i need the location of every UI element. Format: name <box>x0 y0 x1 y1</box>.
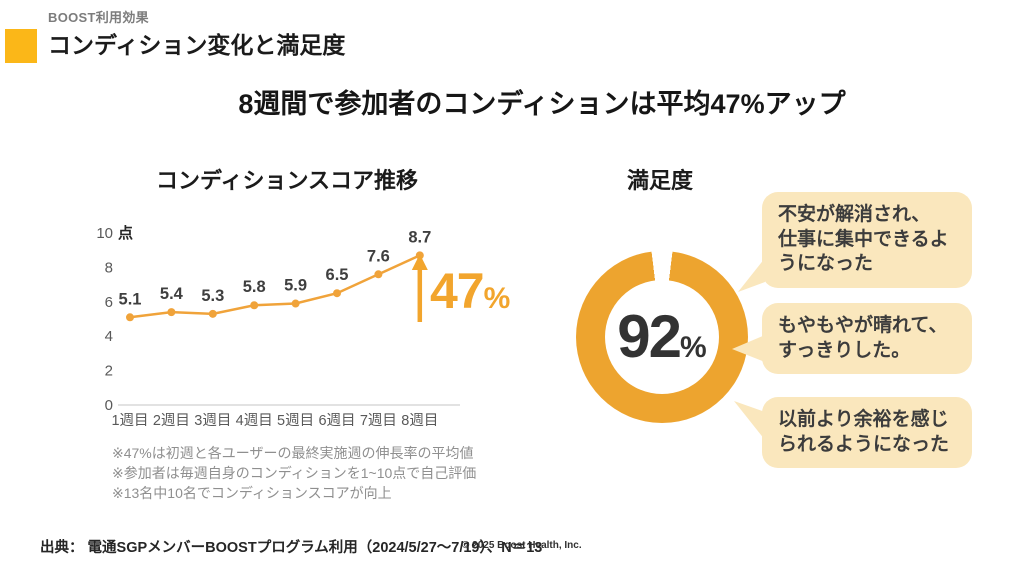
footnote-line: ※13名中10名でコンディションスコアが向上 <box>112 485 392 502</box>
y-tick-label: 0 <box>105 397 113 414</box>
bubble-tail-icon <box>734 401 765 440</box>
data-point <box>374 270 383 279</box>
x-tick-label: 2週目 <box>153 412 190 429</box>
data-point <box>208 309 217 318</box>
x-tick-label: 6週目 <box>318 412 355 429</box>
y-tick-label: 4 <box>105 328 113 345</box>
satisfaction-donut-chart: 92% <box>576 251 748 423</box>
source-citation: 出典： 電通SGPメンバーBOOSTプログラム利用（2024/5/27〜7/19… <box>40 540 543 556</box>
data-point <box>167 308 176 317</box>
donut-chart-title: 満足度 <box>626 168 693 193</box>
score-trend-line <box>129 254 421 319</box>
data-point <box>291 299 300 308</box>
bubble-tail-icon <box>738 258 765 292</box>
data-point-label: 5.3 <box>201 287 224 305</box>
data-point-label: 8.7 <box>408 228 431 246</box>
growth-value: 47 <box>430 263 485 319</box>
bubble-tail-icon <box>732 335 765 362</box>
data-point-label: 5.8 <box>243 278 266 296</box>
data-point <box>250 301 259 310</box>
data-point-label: 5.9 <box>284 277 307 295</box>
data-point-label: 5.1 <box>119 290 142 308</box>
data-point <box>333 289 341 298</box>
testimonial-bubble: 不安が解消され、 仕事に集中できるよ うになった <box>762 192 972 289</box>
condition-score-line-chart: 0 2 4 6 8 10 点 5.1 1週目 5.4 2週目 5.3 3週目 5.8 4週目 5.9 5週目 6.… <box>96 225 460 429</box>
data-point-label: 5.4 <box>160 285 184 303</box>
speech-bubble-tails <box>732 258 765 440</box>
y-axis-unit: 点 <box>118 225 133 242</box>
x-tick-label: 7週目 <box>360 412 397 429</box>
x-tick-label: 1週目 <box>111 412 148 429</box>
testimonial-bubble: もやもやが晴れて、 すっきりした。 <box>762 303 972 375</box>
data-point-label: 7.6 <box>367 247 390 265</box>
testimonial-bubble: 以前より余裕を感じ られるようになった <box>762 397 972 469</box>
footnote-line: ※47%は初週と各ユーザーの最終実施週の伸長率の平均値 <box>112 445 474 461</box>
growth-unit: % <box>483 282 511 315</box>
page-title: コンディション変化と満足度 <box>48 32 346 58</box>
y-tick-label: 2 <box>105 363 113 380</box>
satisfaction-unit: % <box>680 331 707 364</box>
x-tick-label: 4週目 <box>236 412 273 429</box>
x-tick-label: 5週目 <box>277 412 314 429</box>
y-tick-label: 8 <box>105 259 113 276</box>
y-tick-label: 10 <box>96 225 113 242</box>
growth-arrow-head-icon <box>411 254 428 270</box>
x-tick-label: 3週目 <box>194 412 231 429</box>
y-tick-label: 6 <box>105 294 113 311</box>
data-point-label: 6.5 <box>326 266 349 284</box>
eyebrow-label: BOOST利用効果 <box>48 10 149 25</box>
satisfaction-value: 92 <box>617 303 682 370</box>
growth-percentage-label: 47% <box>430 266 510 316</box>
data-point <box>126 313 134 322</box>
x-tick-label: 8週目 <box>401 412 438 429</box>
headline: 8週間で参加者のコンディションは平均47%アップ <box>238 89 846 119</box>
line-chart-title: コンディションスコア推移 <box>155 168 419 193</box>
donut-center: 92% <box>605 280 719 394</box>
footnote-line: ※参加者は毎週自身のコンディションを1~10点で自己評価 <box>112 465 477 482</box>
footnotes: ※47%は初週と各ユーザーの最終実施週の伸長率の平均値 ※参加者は毎週自身のコン… <box>112 443 476 503</box>
accent-square <box>5 29 37 63</box>
copyright-notice: © 2025 Boost Health, Inc. <box>462 540 582 551</box>
